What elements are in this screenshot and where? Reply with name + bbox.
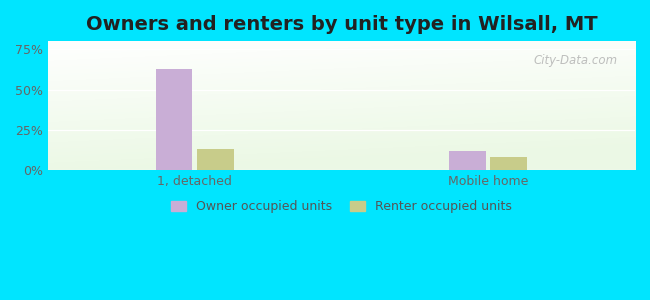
Bar xyxy=(490,157,527,170)
Legend: Owner occupied units, Renter occupied units: Owner occupied units, Renter occupied un… xyxy=(166,195,517,218)
Text: City-Data.com: City-Data.com xyxy=(533,54,618,67)
Bar xyxy=(449,151,486,170)
Title: Owners and renters by unit type in Wilsall, MT: Owners and renters by unit type in Wilsa… xyxy=(86,15,597,34)
Bar xyxy=(156,68,192,170)
Bar xyxy=(197,149,233,170)
